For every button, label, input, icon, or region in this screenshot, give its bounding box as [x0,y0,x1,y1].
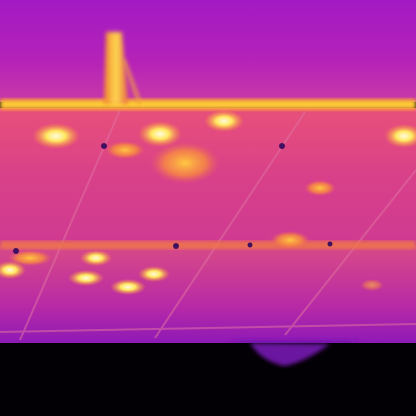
bolt [279,143,285,149]
warm-area [150,142,220,184]
seam [0,323,416,333]
hot-spot [0,261,26,279]
lower-panel [0,246,416,346]
hot-spot [138,266,170,282]
bolt [101,143,107,149]
dark-ground [0,343,416,416]
hot-spot [204,110,244,132]
hot-spot [80,250,112,266]
hot-spots [0,110,416,295]
seam [284,169,416,336]
warm-area [360,279,384,291]
foreground-shadow [250,343,330,366]
warm-area [105,141,145,159]
warm-area [304,180,336,196]
top-rail [0,99,416,110]
post [104,32,128,104]
bolts [13,143,333,254]
hot-spot [32,123,80,149]
hot-spot [110,279,146,295]
hot-spot [384,124,416,148]
bolt [13,248,19,254]
warm-area [270,231,310,249]
middle-rail [0,241,416,249]
bolt [327,241,333,247]
hot-spot [68,270,104,286]
seam [154,111,306,339]
hot-spot [138,121,182,147]
brace [122,59,142,105]
bolt [247,242,253,248]
warm-area [8,250,52,266]
upper-area [0,0,416,102]
bolt [173,243,179,249]
